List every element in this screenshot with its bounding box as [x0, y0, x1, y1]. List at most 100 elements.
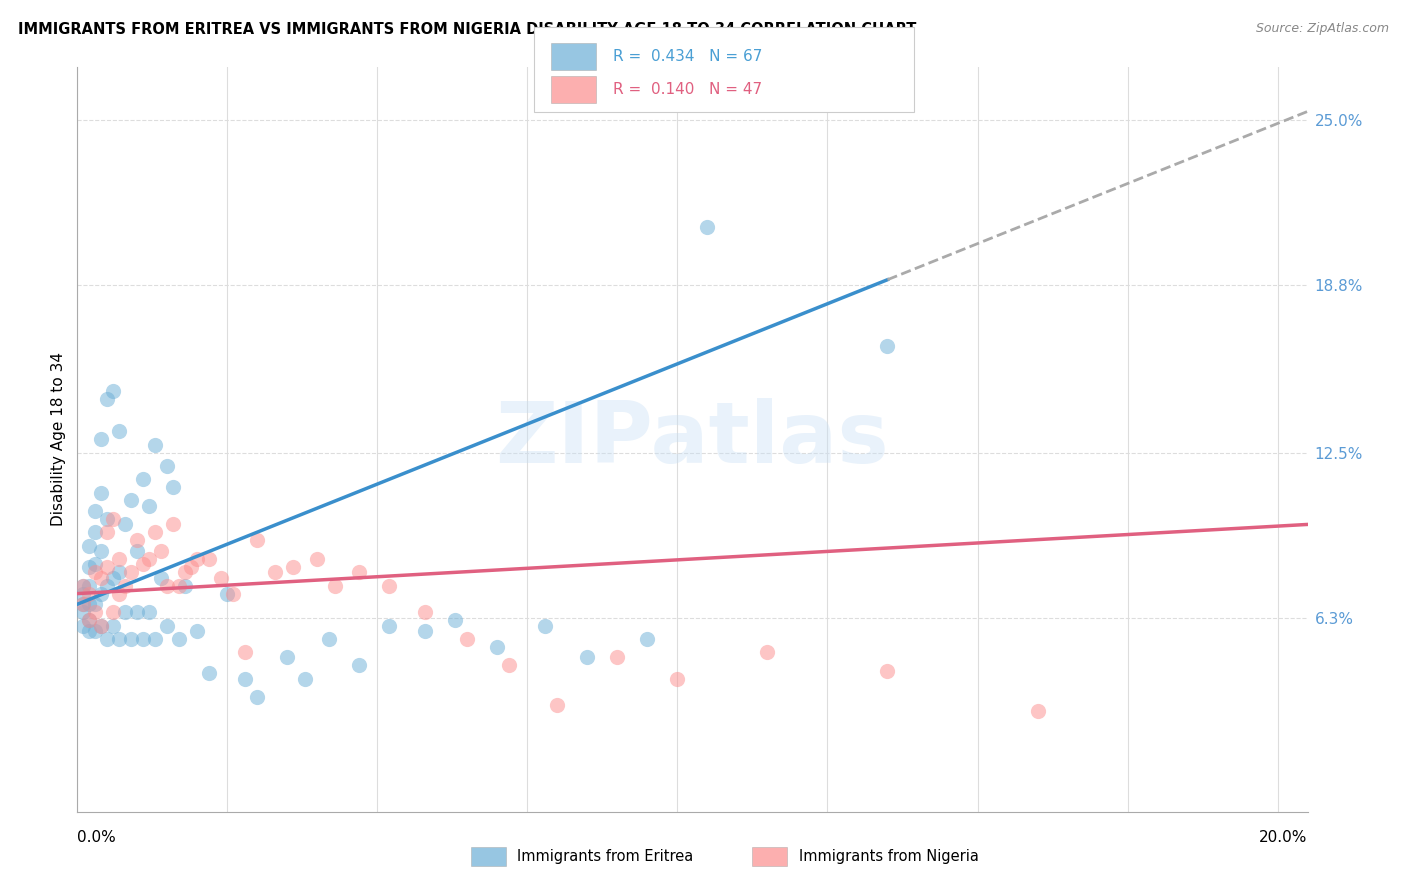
Text: Source: ZipAtlas.com: Source: ZipAtlas.com [1256, 22, 1389, 36]
Point [198, 552, 221, 566]
Point [79, 579, 101, 593]
Point [156, 458, 179, 473]
Point [1026, 704, 1049, 718]
Point [349, 658, 371, 673]
Point [90, 571, 112, 585]
Point [325, 579, 347, 593]
Point [96, 525, 118, 540]
Point [96, 512, 118, 526]
Point [79, 539, 101, 553]
Point [72, 597, 94, 611]
Text: R =  0.140   N = 47: R = 0.140 N = 47 [613, 82, 762, 96]
Point [246, 533, 269, 548]
Point [103, 605, 125, 619]
Point [96, 579, 118, 593]
Point [666, 672, 689, 686]
Point [138, 605, 160, 619]
Point [606, 650, 628, 665]
Point [84, 566, 107, 580]
Point [132, 632, 155, 646]
Point [90, 618, 112, 632]
Point [444, 613, 467, 627]
Point [276, 650, 298, 665]
Point [180, 560, 202, 574]
Point [138, 499, 160, 513]
Point [90, 618, 112, 632]
Point [143, 437, 166, 451]
Point [120, 493, 142, 508]
Point [456, 632, 478, 646]
Point [150, 544, 173, 558]
Point [138, 552, 160, 566]
Text: ZIPatlas: ZIPatlas [495, 398, 890, 481]
Point [696, 219, 718, 234]
Y-axis label: Disability Age 18 to 34: Disability Age 18 to 34 [51, 352, 66, 526]
Point [103, 618, 125, 632]
Point [246, 690, 269, 705]
Point [756, 645, 779, 659]
Point [636, 632, 658, 646]
Point [96, 632, 118, 646]
Point [162, 517, 184, 532]
Point [79, 560, 101, 574]
Point [132, 558, 155, 572]
Point [79, 613, 101, 627]
Point [120, 566, 142, 580]
Text: 20.0%: 20.0% [1260, 830, 1308, 846]
Point [294, 672, 316, 686]
Point [79, 613, 101, 627]
Point [127, 533, 149, 548]
Point [209, 571, 232, 585]
Point [79, 597, 101, 611]
Point [174, 579, 197, 593]
Point [84, 504, 107, 518]
Point [156, 579, 179, 593]
Point [378, 579, 401, 593]
Point [318, 632, 340, 646]
Point [174, 566, 197, 580]
Point [96, 560, 118, 574]
Point [90, 433, 112, 447]
Point [103, 571, 125, 585]
Point [217, 586, 239, 600]
Point [415, 605, 437, 619]
Point [103, 384, 125, 399]
Point [114, 605, 136, 619]
Point [96, 392, 118, 407]
Point [103, 512, 125, 526]
Text: Immigrants from Nigeria: Immigrants from Nigeria [799, 849, 979, 863]
Point [349, 566, 371, 580]
Point [108, 586, 131, 600]
Point [90, 586, 112, 600]
Point [498, 658, 520, 673]
Point [72, 618, 94, 632]
Point [264, 566, 287, 580]
Point [72, 579, 94, 593]
Point [235, 645, 257, 659]
Point [108, 566, 131, 580]
Point [486, 640, 509, 654]
Text: Immigrants from Eritrea: Immigrants from Eritrea [517, 849, 693, 863]
Point [143, 525, 166, 540]
Point [546, 698, 568, 713]
Text: R =  0.434   N = 67: R = 0.434 N = 67 [613, 49, 762, 63]
Point [150, 571, 173, 585]
Point [90, 485, 112, 500]
Point [108, 552, 131, 566]
Point [84, 605, 107, 619]
Point [186, 552, 208, 566]
Point [198, 666, 221, 681]
Point [120, 632, 142, 646]
Point [84, 558, 107, 572]
Text: IMMIGRANTS FROM ERITREA VS IMMIGRANTS FROM NIGERIA DISABILITY AGE 18 TO 34 CORRE: IMMIGRANTS FROM ERITREA VS IMMIGRANTS FR… [18, 22, 917, 37]
Point [132, 472, 155, 486]
Point [108, 425, 131, 439]
Point [378, 618, 401, 632]
Point [72, 579, 94, 593]
Point [307, 552, 329, 566]
Point [79, 586, 101, 600]
Text: 0.0%: 0.0% [77, 830, 117, 846]
Point [114, 517, 136, 532]
Point [876, 664, 898, 678]
Point [79, 624, 101, 638]
